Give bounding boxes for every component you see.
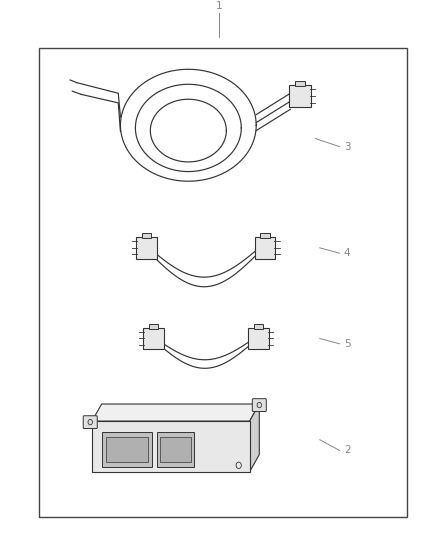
FancyBboxPatch shape [160, 437, 191, 462]
Bar [295, 81, 305, 86]
Text: 2: 2 [344, 446, 350, 455]
Text: 5: 5 [344, 339, 350, 349]
FancyBboxPatch shape [102, 432, 152, 467]
Bar [142, 233, 152, 238]
Bar [39, 48, 407, 517]
Bar [260, 233, 270, 238]
Bar [148, 324, 158, 329]
FancyBboxPatch shape [290, 85, 311, 107]
Polygon shape [92, 404, 259, 421]
FancyBboxPatch shape [83, 416, 97, 429]
FancyBboxPatch shape [252, 399, 266, 411]
FancyBboxPatch shape [137, 237, 157, 259]
Bar [254, 324, 263, 329]
FancyBboxPatch shape [106, 437, 148, 462]
FancyBboxPatch shape [143, 328, 163, 349]
FancyBboxPatch shape [157, 432, 194, 467]
Text: 4: 4 [344, 248, 350, 258]
Polygon shape [250, 404, 259, 472]
FancyBboxPatch shape [248, 328, 268, 349]
Text: 3: 3 [344, 142, 350, 151]
Ellipse shape [135, 84, 241, 172]
FancyBboxPatch shape [255, 237, 275, 259]
Ellipse shape [150, 99, 226, 162]
Text: 1: 1 [215, 1, 223, 11]
Bar [92, 421, 250, 472]
